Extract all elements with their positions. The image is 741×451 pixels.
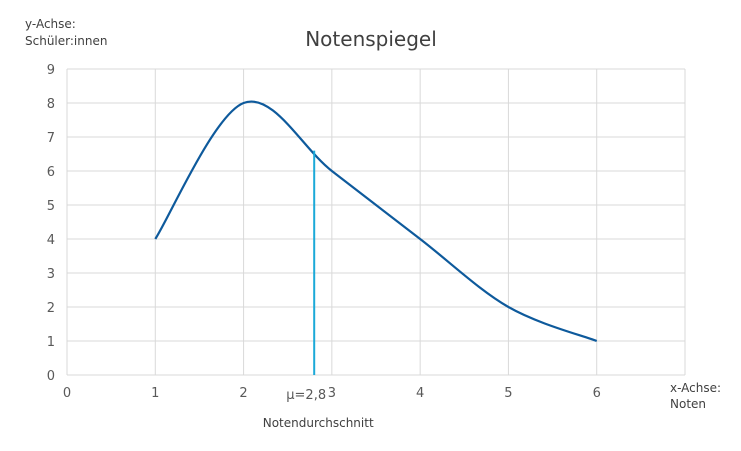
y-tick-label: 7 bbox=[47, 131, 55, 146]
x-tick-label: 6 bbox=[593, 386, 601, 401]
y-tick-label: 0 bbox=[47, 369, 55, 384]
mean-marker-label: μ=2,8 bbox=[286, 388, 326, 403]
y-tick-label: 5 bbox=[47, 199, 55, 214]
y-axis-label-line-1: y-Achse: bbox=[25, 17, 76, 31]
ticks: 0 1 2 3 4 5 6 7 8 9 0 1 2 3 4 5 6 bbox=[47, 63, 601, 401]
y-tick-label: 4 bbox=[47, 233, 55, 248]
x-tick-label: 3 bbox=[328, 386, 336, 401]
x-axis-label-line-2: Noten bbox=[670, 397, 706, 411]
y-tick-label: 3 bbox=[47, 267, 55, 282]
grid bbox=[66, 68, 686, 376]
x-tick-label: 2 bbox=[239, 386, 247, 401]
x-tick-label: 4 bbox=[416, 386, 424, 401]
series bbox=[154, 100, 598, 343]
y-axis-label-line-2: Schüler:innen bbox=[25, 34, 107, 48]
mean-marker-caption: Notendurchschnitt bbox=[263, 416, 374, 430]
y-tick-label: 2 bbox=[47, 301, 55, 316]
chart-title: Notenspiegel bbox=[305, 27, 437, 51]
series-line bbox=[154, 100, 598, 343]
y-tick-label: 1 bbox=[47, 335, 55, 350]
x-tick-label: 5 bbox=[504, 386, 512, 401]
mean-marker-group: μ=2,8 Notendurchschnitt bbox=[263, 150, 374, 430]
x-tick-label: 0 bbox=[63, 386, 71, 401]
y-tick-label: 8 bbox=[47, 97, 55, 112]
x-axis-label-line-1: x-Achse: bbox=[670, 381, 721, 395]
y-tick-label: 6 bbox=[47, 165, 55, 180]
x-tick-label: 1 bbox=[151, 386, 159, 401]
y-tick-label: 9 bbox=[47, 63, 55, 78]
